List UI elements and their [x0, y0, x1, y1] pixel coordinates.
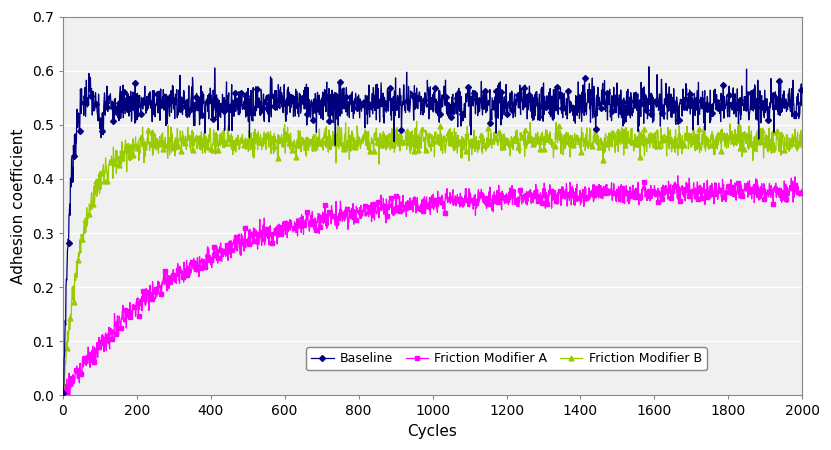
Friction Modifier B — [776, 153, 786, 158]
Baseline — [776, 108, 786, 113]
Friction Modifier A — [776, 191, 786, 196]
Y-axis label: Adhesion coefficient: Adhesion coefficient — [11, 128, 26, 284]
Baseline — [644, 64, 654, 69]
Legend: Baseline, Friction Modifier A, Friction Modifier B: Baseline, Friction Modifier A, Friction … — [306, 347, 707, 370]
Baseline — [58, 390, 68, 395]
Friction Modifier B — [398, 144, 408, 149]
Baseline — [96, 116, 106, 122]
Friction Modifier B — [734, 117, 744, 122]
Friction Modifier A — [61, 392, 71, 398]
Friction Modifier B — [417, 131, 427, 136]
Friction Modifier A — [418, 198, 428, 203]
Friction Modifier A — [777, 200, 787, 205]
Friction Modifier A — [58, 391, 68, 396]
Baseline — [776, 110, 786, 115]
Line: Friction Modifier B: Friction Modifier B — [61, 117, 804, 396]
Line: Friction Modifier A: Friction Modifier A — [61, 174, 804, 397]
Friction Modifier A — [673, 173, 683, 179]
Baseline — [398, 102, 408, 108]
X-axis label: Cycles: Cycles — [407, 424, 458, 439]
Friction Modifier B — [96, 187, 106, 193]
Friction Modifier B — [776, 144, 786, 149]
Friction Modifier B — [798, 144, 808, 149]
Friction Modifier A — [96, 339, 106, 345]
Friction Modifier B — [640, 141, 650, 146]
Baseline — [640, 91, 650, 97]
Friction Modifier A — [398, 205, 408, 210]
Line: Baseline: Baseline — [61, 65, 804, 395]
Friction Modifier A — [641, 185, 651, 190]
Baseline — [798, 103, 808, 108]
Friction Modifier B — [58, 391, 68, 396]
Friction Modifier A — [798, 194, 808, 199]
Baseline — [417, 101, 427, 107]
